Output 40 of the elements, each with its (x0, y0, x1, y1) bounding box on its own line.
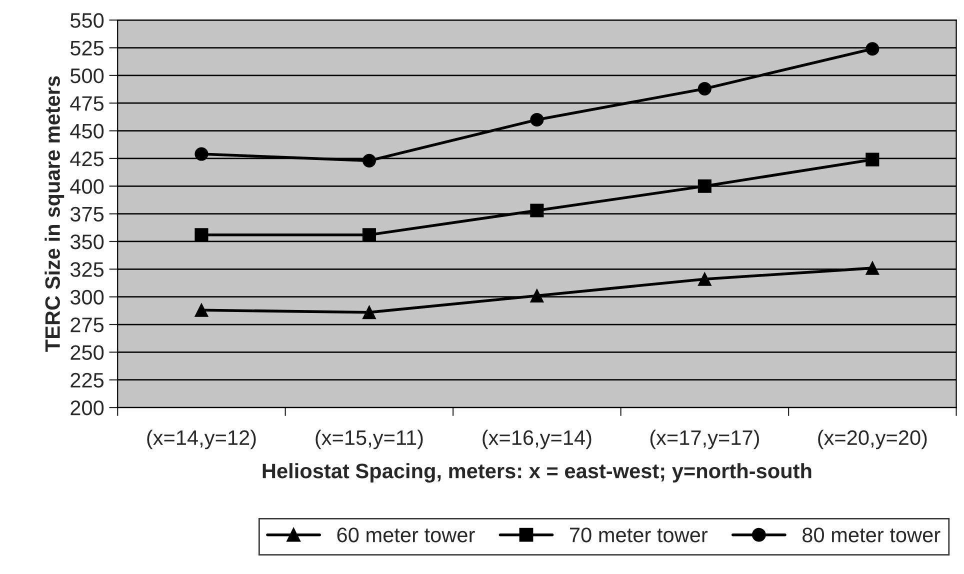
y-axis-title: TERC Size in square meters (44, 76, 64, 352)
y-tick-label: 225 (70, 372, 104, 388)
point (362, 306, 376, 320)
point (698, 179, 712, 193)
point (194, 147, 208, 161)
point (866, 261, 880, 275)
y-tick-label: 350 (70, 234, 104, 250)
y-tick-label: 250 (70, 345, 104, 360)
y-tick-label: 200 (70, 400, 104, 416)
y-tick-label: 500 (70, 68, 104, 84)
legend-label: 70 meter tower (570, 528, 708, 542)
point (530, 288, 544, 303)
x-tick-label: (x=15,y=11) (316, 430, 423, 450)
x-tick-label: (x=20,y=20) (818, 430, 927, 450)
y-tick-label: 325 (70, 262, 104, 277)
point (530, 204, 544, 218)
point (866, 152, 880, 166)
y-tick-label: 400 (70, 179, 104, 194)
y-tick-label: 475 (70, 96, 104, 111)
x-tick-label: (x=14,y=12) (147, 430, 256, 450)
x-tick-label: (x=16,y=14) (482, 430, 592, 450)
y-tick-label: 450 (70, 124, 104, 139)
y-tick-label: 525 (70, 40, 104, 56)
point (698, 272, 712, 286)
point (194, 303, 208, 317)
point (194, 228, 208, 242)
point (530, 112, 544, 126)
x-tick-label: (x=17,y=17) (650, 430, 759, 450)
point (362, 228, 376, 242)
x-axis-title: Heliostat Spacing, meters: x = east-west; y=north-south (262, 463, 812, 483)
point (698, 82, 712, 96)
y-tick-label: 425 (70, 151, 104, 166)
y-tick-label: 375 (70, 206, 104, 222)
legend-label: 80 meter tower (802, 528, 940, 542)
point (362, 154, 376, 168)
y-tick-label: 300 (70, 290, 104, 305)
point (866, 42, 880, 56)
y-tick-label: 275 (70, 318, 104, 332)
y-tick-label: 550 (70, 13, 104, 28)
legend-label: 60 meter tower (337, 528, 475, 542)
